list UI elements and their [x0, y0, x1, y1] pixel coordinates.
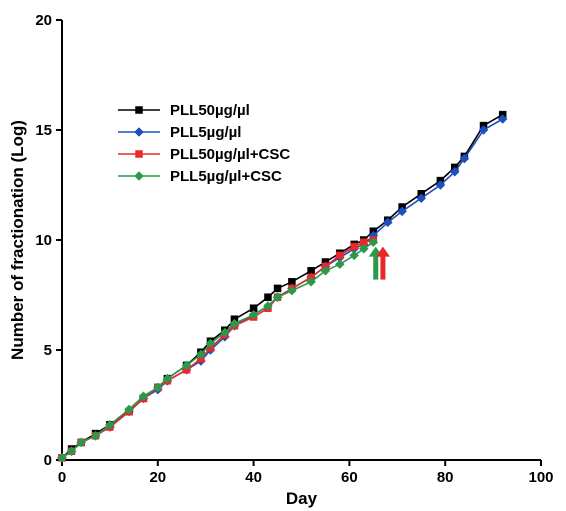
series-3: [57, 237, 379, 463]
y-tick-label: 15: [35, 122, 52, 139]
data-point: [358, 243, 369, 254]
data-point: [66, 446, 77, 457]
data-point: [478, 125, 489, 135]
arrow-head: [375, 246, 390, 257]
series-layer: [57, 110, 508, 463]
data-point: [264, 293, 272, 301]
legend-marker: [134, 171, 144, 181]
x-tick-label: 20: [149, 469, 166, 486]
axes: 0 20 40 60 80 100 0 5 10 15 20 Day Number of fractio…: [8, 12, 554, 508]
legend: PLL50µg/µl PLL5µg/µl PLL50µg/µl+CSC PLL5µg/…: [118, 102, 290, 185]
data-point: [205, 338, 216, 349]
annotation-arrow: [375, 246, 390, 280]
data-point: [138, 391, 149, 402]
data-point: [368, 237, 379, 248]
data-point: [287, 285, 297, 296]
data-point: [350, 242, 358, 251]
legend-label: PLL50µg/µl+CSC: [170, 146, 290, 163]
data-point: [152, 382, 163, 393]
x-tick-label: 0: [58, 469, 66, 486]
data-point: [57, 452, 67, 463]
data-point: [382, 217, 393, 228]
legend-label: PLL5µg/µl+CSC: [170, 168, 282, 185]
x-tick-label: 60: [341, 469, 358, 486]
data-point: [320, 265, 331, 276]
data-point: [397, 206, 407, 217]
data-point: [90, 430, 101, 441]
legend-entry: PLL5µg/µl+CSC: [118, 168, 282, 185]
data-point: [435, 180, 446, 190]
legend-marker: [134, 127, 144, 137]
arrow-shaft: [373, 254, 379, 280]
data-point: [76, 437, 87, 448]
data-point: [229, 318, 240, 329]
data-point: [272, 292, 283, 303]
y-axis-title: Number of fractionation (Log): [8, 120, 27, 360]
data-point: [196, 349, 206, 360]
legend-label: PLL50µg/µl: [170, 102, 250, 119]
annotation-layer: [368, 246, 390, 280]
x-tick-label: 100: [528, 469, 553, 486]
data-point: [105, 419, 115, 430]
y-tick-label: 20: [35, 12, 52, 29]
x-axis-title: Day: [286, 489, 318, 508]
legend-entry: PLL50µg/µl+CSC: [118, 146, 290, 163]
data-point: [416, 193, 427, 204]
data-point: [124, 404, 134, 415]
legend-entry: PLL5µg/µl: [118, 124, 241, 141]
data-point: [336, 251, 344, 260]
data-point: [334, 259, 345, 270]
data-point: [220, 327, 230, 338]
data-point: [449, 166, 460, 177]
arrow-shaft: [380, 254, 386, 280]
y-tick-label: 10: [35, 232, 52, 249]
data-point: [162, 373, 173, 384]
data-point: [459, 153, 470, 164]
y-tick-label: 0: [44, 452, 52, 469]
data-point: [349, 250, 360, 261]
legend-marker: [135, 150, 143, 158]
legend-marker: [135, 106, 143, 114]
legend-label: PLL5µg/µl: [170, 124, 241, 141]
data-point: [263, 301, 273, 311]
data-point: [306, 276, 316, 287]
data-point: [273, 284, 282, 293]
x-tick-label: 80: [437, 469, 454, 486]
data-point: [181, 360, 192, 371]
legend-entry: PLL50µg/µl: [118, 102, 250, 119]
data-point: [497, 114, 508, 124]
y-tick-label: 5: [44, 342, 52, 359]
x-tick-label: 40: [245, 469, 262, 486]
data-point: [248, 309, 259, 320]
